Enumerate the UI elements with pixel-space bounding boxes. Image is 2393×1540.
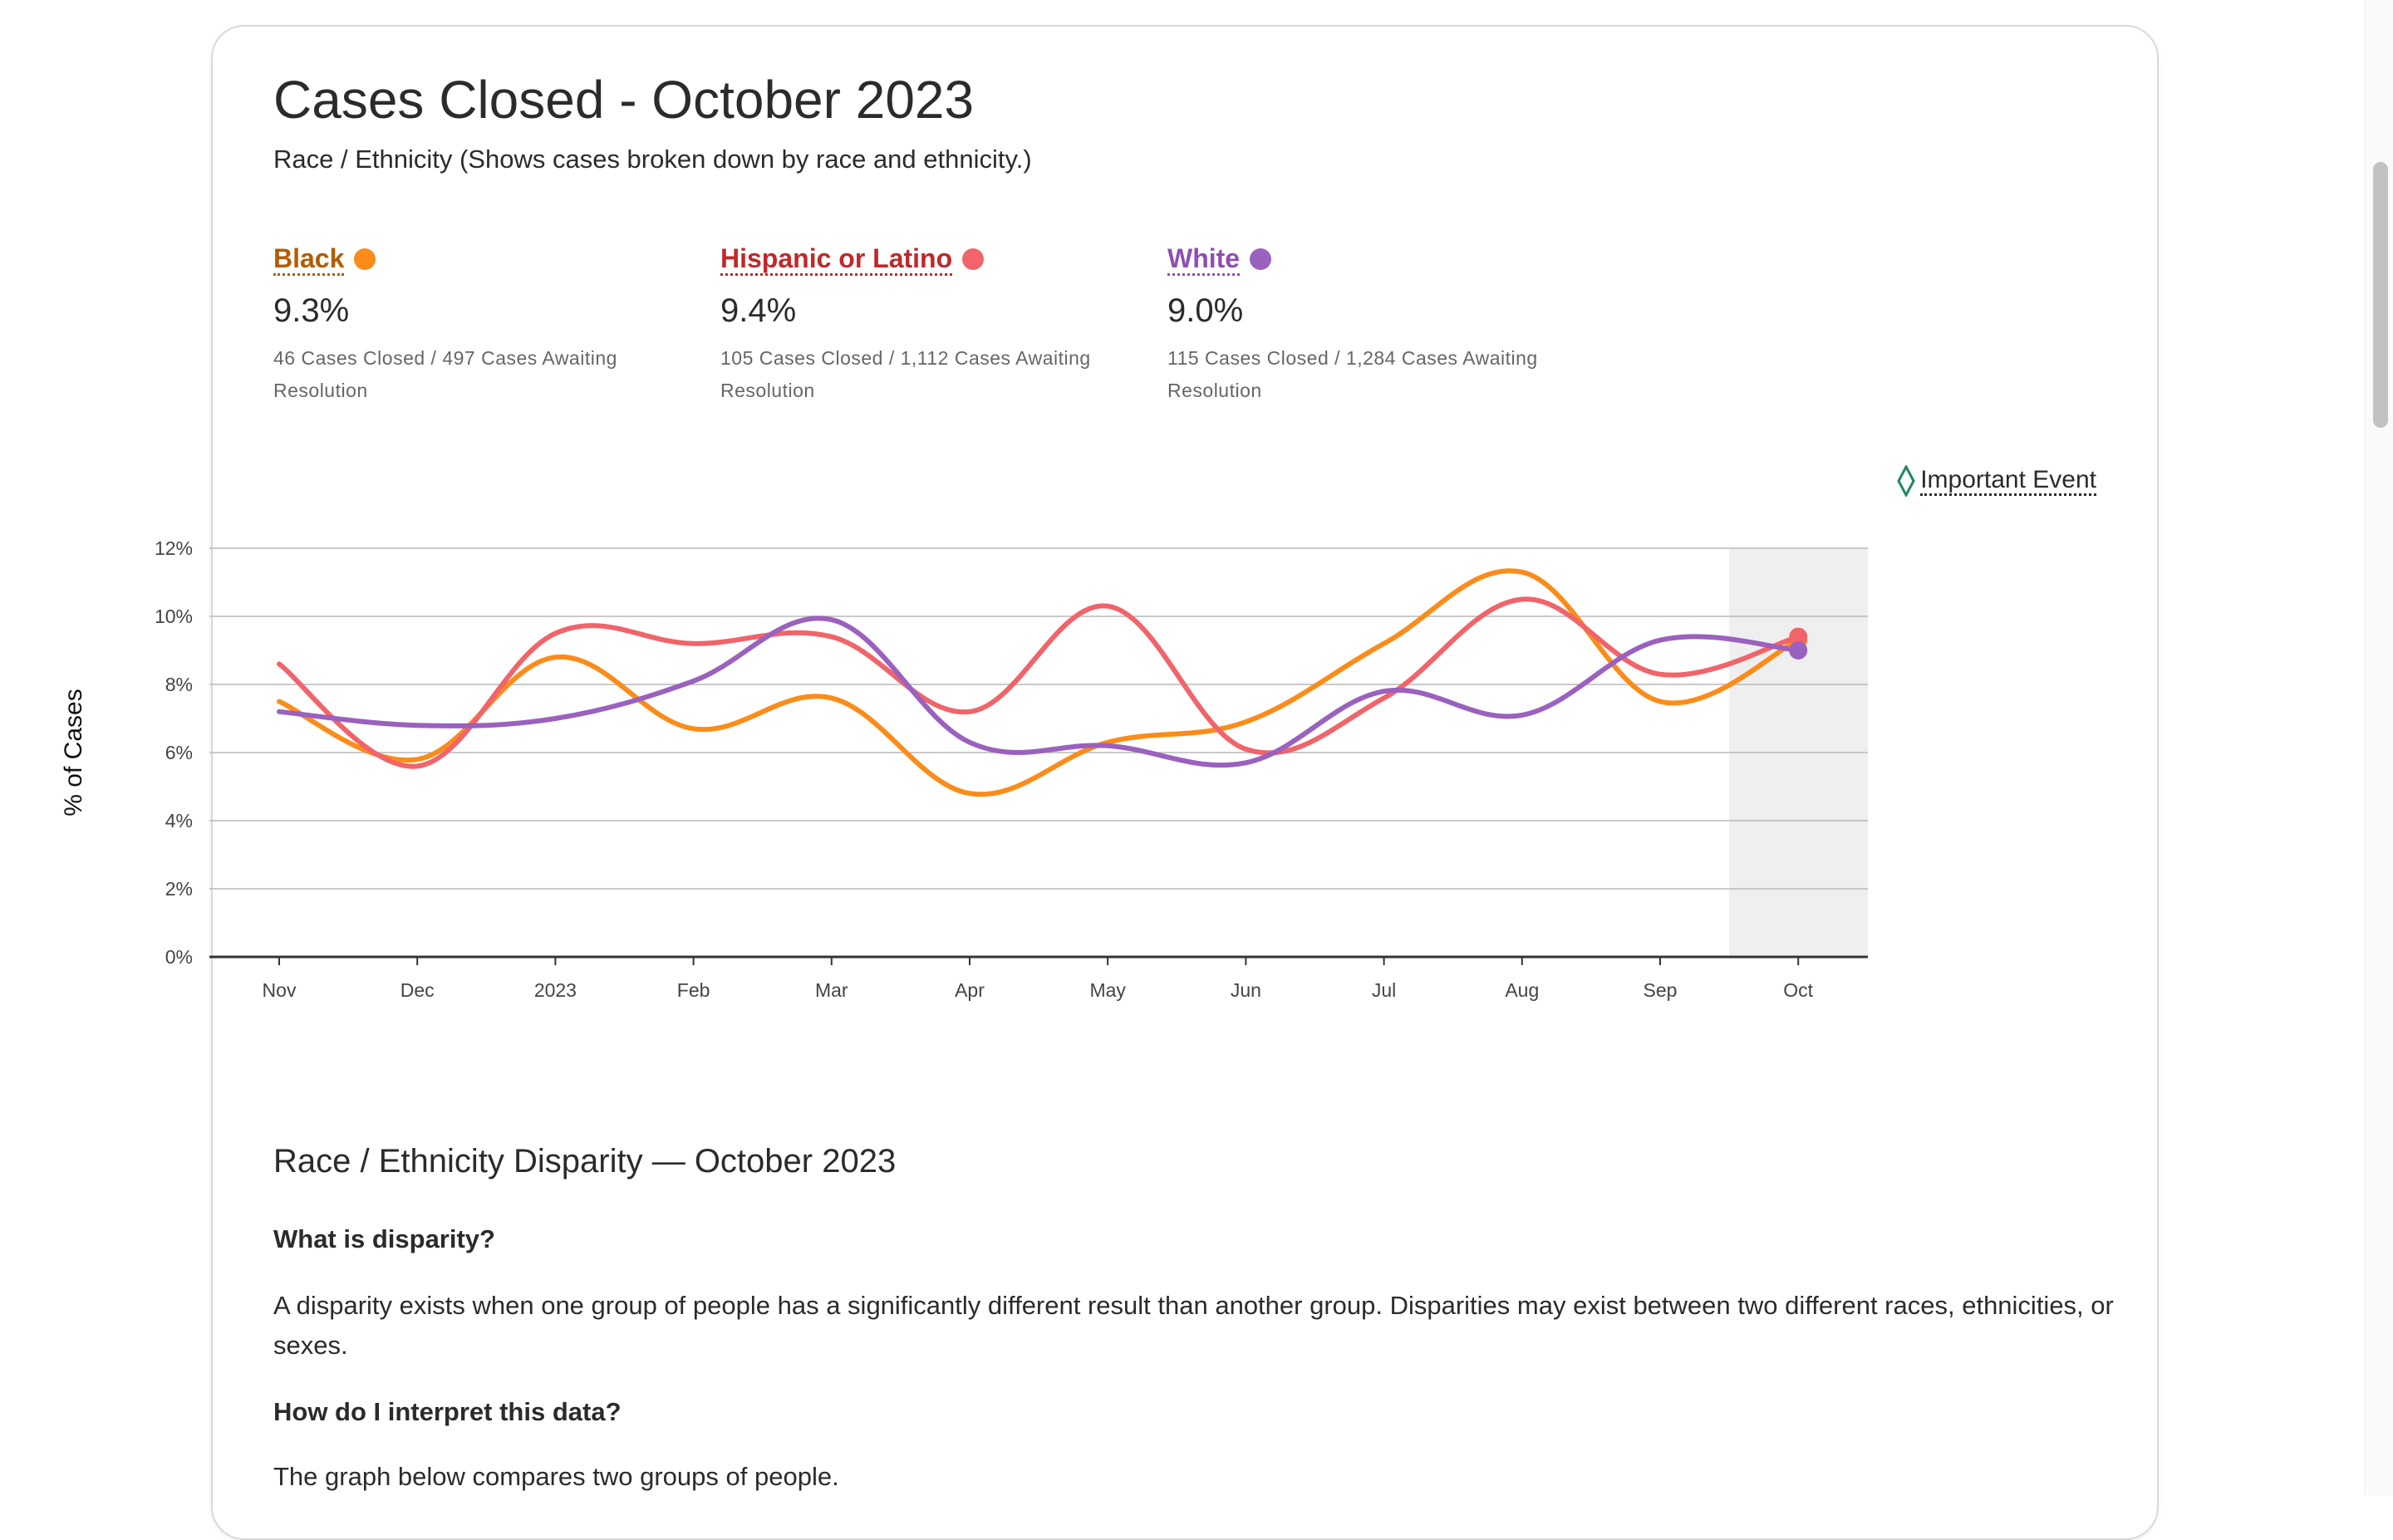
stat-hispanic-dot	[962, 248, 985, 270]
disparity-question-1: What is disparity?	[273, 1224, 495, 1253]
page-subtitle: Race / Ethnicity (Shows cases broken dow…	[273, 145, 1032, 174]
stat-white: White 9.0% 115 Cases Closed / 1,284 Case…	[1167, 239, 1558, 407]
stat-white-label[interactable]: White	[1167, 243, 1241, 276]
disparity-heading: Race / Ethnicity Disparity — October 202…	[273, 1143, 897, 1180]
stat-black-label[interactable]: Black	[273, 243, 345, 276]
stat-black-dot	[354, 248, 376, 270]
disparity-question-2: How do I interpret this data?	[273, 1397, 622, 1426]
scrollbar-thumb[interactable]	[2373, 162, 2388, 428]
disparity-paragraph-2: The graph below compares two groups of p…	[273, 1462, 839, 1491]
y-tick-label: 0%	[165, 946, 193, 968]
stat-white-dot	[1250, 248, 1272, 270]
stat-hispanic: Hispanic or Latino 9.4% 105 Cases Closed…	[720, 239, 1111, 407]
stat-black-value: 9.3%	[273, 292, 350, 329]
diamond-icon	[1897, 465, 1915, 497]
stat-hispanic-detail: 105 Cases Closed / 1,112 Cases Awaiting …	[720, 347, 1091, 401]
stat-white-detail: 115 Cases Closed / 1,284 Cases Awaiting …	[1167, 347, 1538, 401]
y-tick-label: 4%	[165, 810, 193, 831]
y-tick-label: 10%	[155, 606, 193, 627]
stat-hispanic-label[interactable]: Hispanic or Latino	[720, 243, 953, 276]
important-event-link[interactable]: Important Event	[1897, 465, 2096, 497]
stat-white-value: 9.0%	[1167, 292, 1244, 329]
disparity-paragraph-1: A disparity exists when one group of peo…	[273, 1291, 2114, 1360]
page-title: Cases Closed - October 2023	[273, 70, 975, 130]
report-card: Cases Closed - October 2023 Race / Ethni…	[211, 25, 2159, 1540]
y-tick-label: 6%	[165, 742, 193, 763]
y-axis-label: % of Cases	[60, 689, 87, 816]
stat-hispanic-value: 9.4%	[720, 292, 797, 329]
stat-black-detail: 46 Cases Closed / 497 Cases Awaiting Res…	[273, 347, 617, 401]
y-tick-label: 2%	[165, 878, 193, 900]
y-tick-label: 8%	[165, 674, 193, 695]
y-tick-label: 12%	[155, 537, 193, 559]
scrollbar[interactable]	[2364, 0, 2393, 1495]
stat-black: Black 9.3% 46 Cases Closed / 497 Cases A…	[273, 239, 664, 407]
important-event-label: Important Event	[1920, 466, 2096, 496]
